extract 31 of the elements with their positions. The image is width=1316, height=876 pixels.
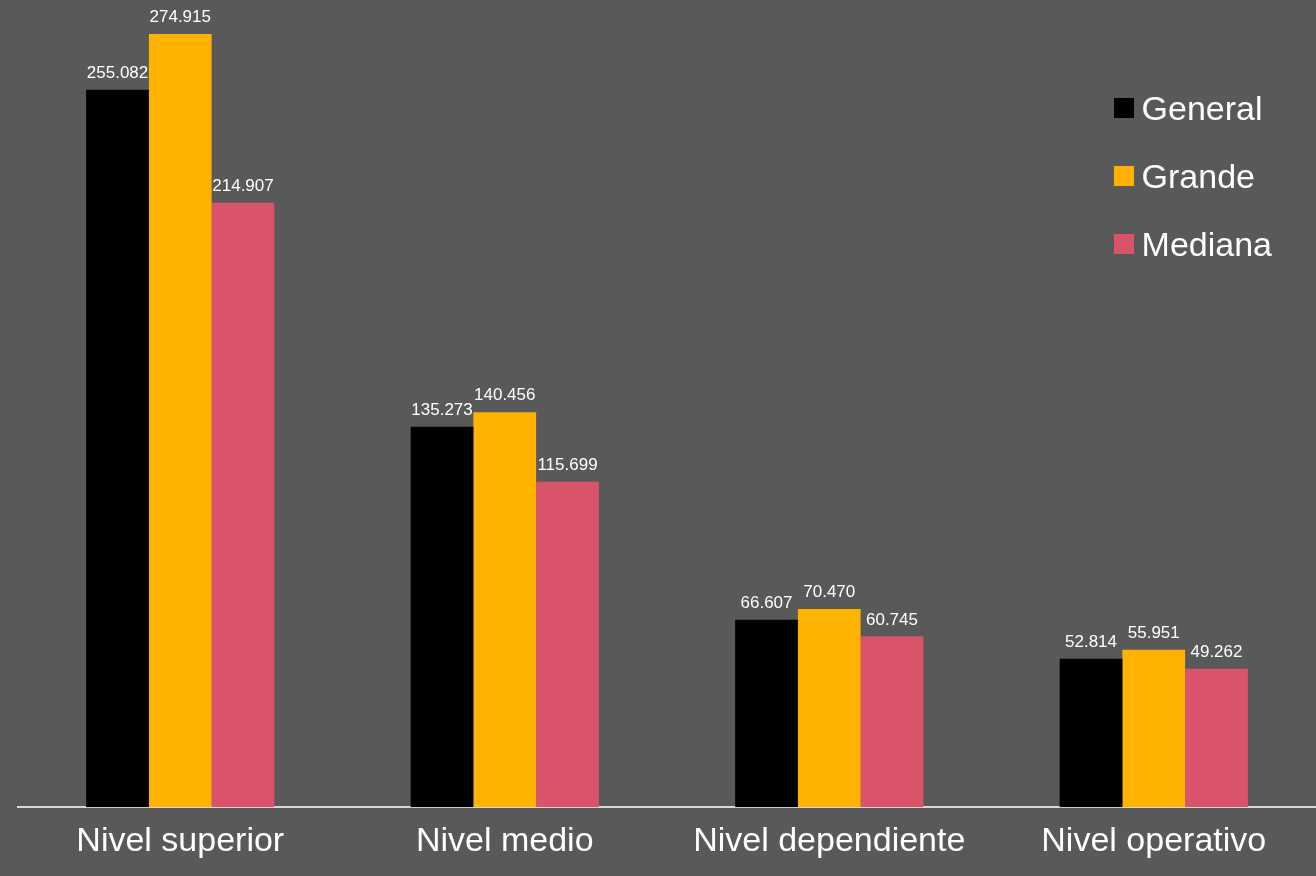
data-label: 52.814	[1065, 631, 1118, 651]
data-label: 49.262	[1190, 641, 1243, 661]
bar	[536, 481, 599, 808]
data-label: 55.951	[1127, 623, 1180, 643]
bar	[735, 619, 798, 808]
x-tick-label: Nivel medio	[415, 819, 594, 858]
bar	[860, 636, 924, 808]
legend-label: General	[1141, 88, 1263, 128]
data-label: 115.699	[537, 454, 598, 474]
data-label: 66.607	[740, 593, 793, 613]
data-label: 70.470	[803, 582, 856, 602]
data-label: 214.907	[212, 175, 274, 195]
data-label: 135.273	[411, 399, 473, 419]
bar	[211, 202, 275, 808]
bar	[473, 412, 537, 808]
bar	[797, 609, 861, 808]
bar	[86, 89, 149, 808]
bar	[1185, 668, 1248, 808]
bar	[1059, 658, 1123, 808]
x-tick-label: Nivel superior	[76, 819, 285, 858]
legend-label: Mediana	[1141, 224, 1272, 264]
data-label: 274.915	[149, 7, 211, 27]
x-tick-label: Nivel operativo	[1041, 819, 1267, 858]
bar	[1122, 649, 1186, 808]
x-tick-label: Nivel dependiente	[693, 819, 966, 858]
bar	[148, 34, 212, 808]
data-label: 255.082	[86, 62, 149, 82]
bar	[410, 426, 474, 808]
legend-label: Grande	[1141, 156, 1255, 196]
data-label: 140.456	[474, 385, 536, 405]
data-label: 60.745	[865, 609, 918, 629]
